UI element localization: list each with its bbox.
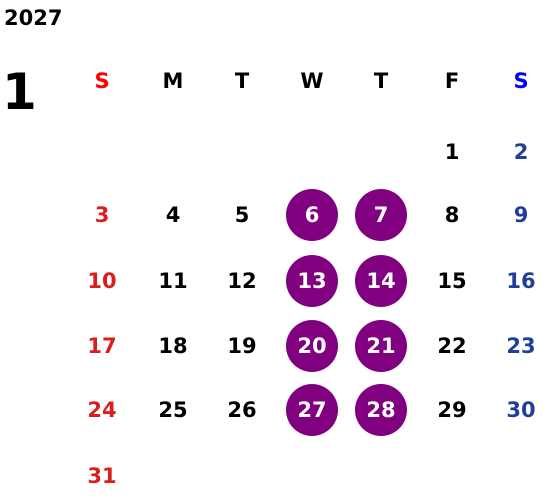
weekday-header-monday: M [162, 69, 184, 93]
calendar-day[interactable]: 11 [158, 269, 188, 293]
calendar-day[interactable]: 29 [437, 398, 467, 422]
calendar-day-highlighted[interactable]: 13 [286, 255, 338, 307]
calendar-day-highlighted[interactable]: 21 [355, 320, 407, 372]
calendar-day[interactable]: 12 [227, 269, 257, 293]
calendar-day-highlighted[interactable]: 20 [286, 320, 338, 372]
weekday-header-wednesday: W [300, 69, 324, 93]
month-number: 1 [2, 63, 37, 121]
calendar-day[interactable]: 9 [513, 203, 529, 227]
calendar-day-highlighted[interactable]: 14 [355, 255, 407, 307]
calendar-day-highlighted[interactable]: 27 [286, 384, 338, 436]
calendar-day[interactable]: 23 [506, 334, 536, 358]
calendar-day[interactable]: 10 [87, 269, 117, 293]
calendar-day[interactable]: 22 [437, 334, 467, 358]
weekday-header-tuesday: T [234, 69, 250, 93]
calendar-day[interactable]: 1 [444, 140, 460, 164]
calendar-day[interactable]: 2 [513, 140, 529, 164]
calendar-day[interactable]: 5 [234, 203, 250, 227]
calendar-day[interactable]: 8 [444, 203, 460, 227]
calendar-day[interactable]: 31 [87, 464, 117, 488]
calendar-day[interactable]: 24 [87, 398, 117, 422]
calendar-day-highlighted[interactable]: 7 [355, 189, 407, 241]
calendar-day[interactable]: 15 [437, 269, 467, 293]
calendar-day-highlighted[interactable]: 6 [286, 189, 338, 241]
weekday-header-thursday: T [373, 69, 389, 93]
weekday-header-saturday: S [513, 69, 529, 93]
year-label: 2027 [4, 6, 63, 30]
weekday-header-friday: F [444, 69, 460, 93]
calendar-day[interactable]: 25 [158, 398, 188, 422]
calendar-day[interactable]: 3 [94, 203, 110, 227]
calendar-day[interactable]: 17 [87, 334, 117, 358]
calendar-day[interactable]: 4 [165, 203, 181, 227]
weekday-header-sunday: S [94, 69, 110, 93]
calendar-day[interactable]: 26 [227, 398, 257, 422]
calendar-day[interactable]: 16 [506, 269, 536, 293]
calendar-day[interactable]: 18 [158, 334, 188, 358]
calendar-day-highlighted[interactable]: 28 [355, 384, 407, 436]
calendar-day[interactable]: 19 [227, 334, 257, 358]
calendar-day[interactable]: 30 [506, 398, 536, 422]
